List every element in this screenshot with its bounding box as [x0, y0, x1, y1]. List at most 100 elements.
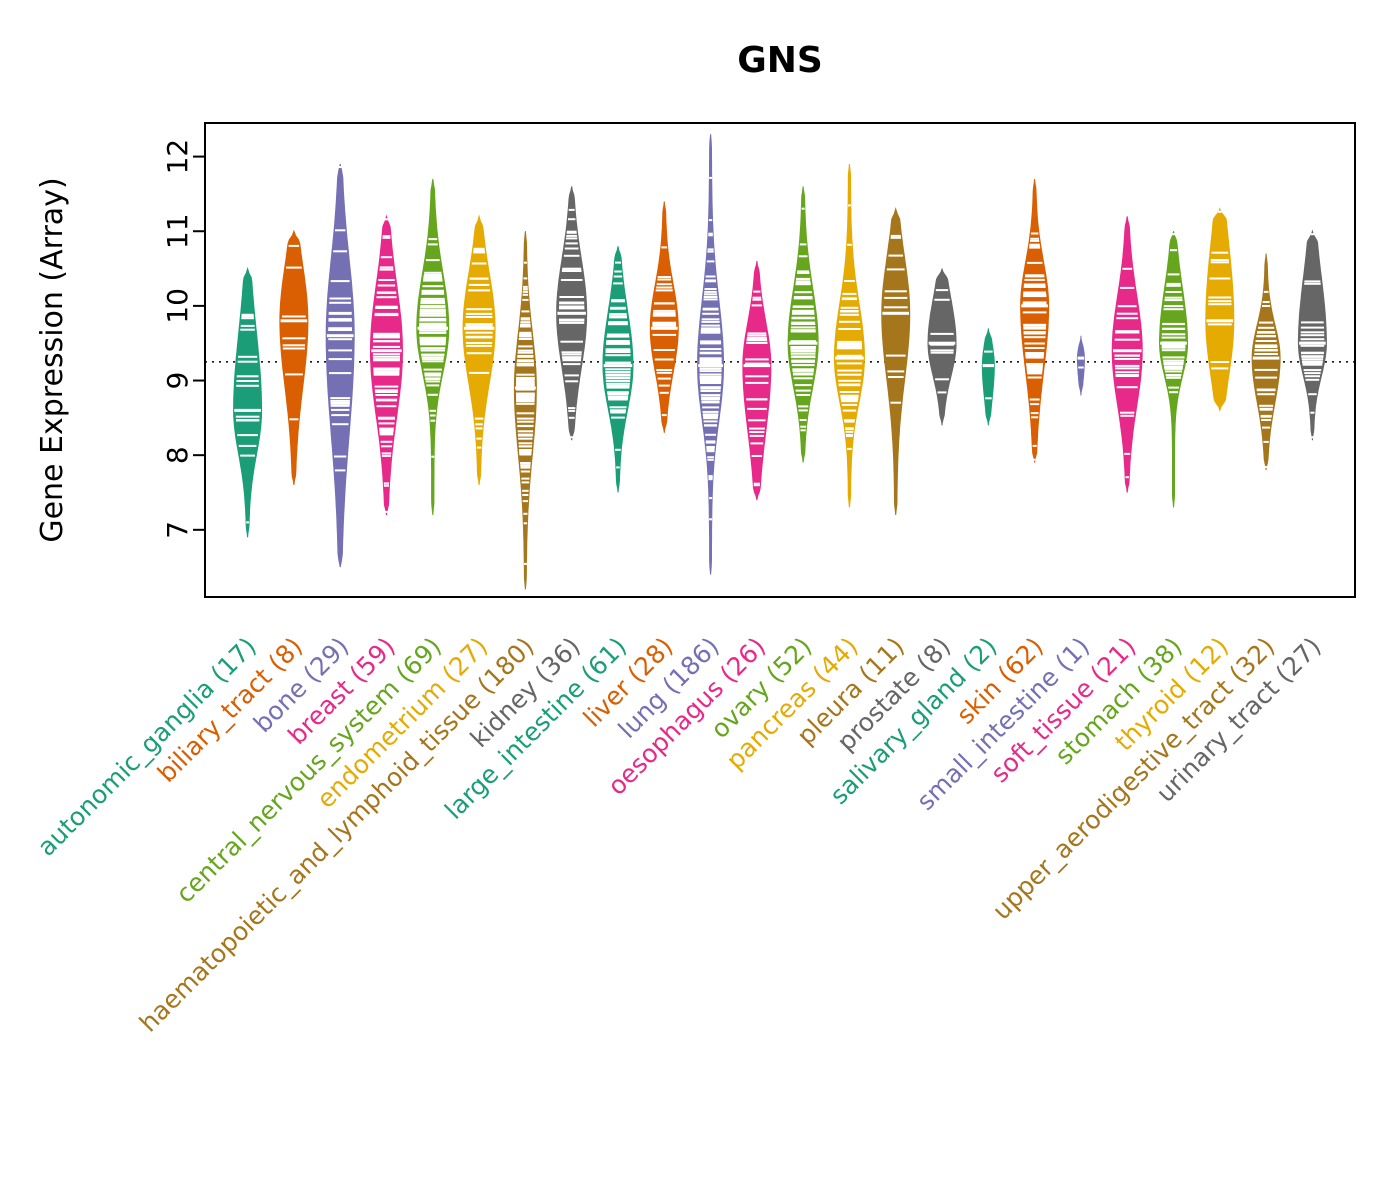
- observation-dash: [930, 349, 954, 352]
- observation-dash: [466, 352, 492, 355]
- observation-dash: [700, 382, 722, 384]
- observation-dash: [516, 381, 535, 384]
- observation-dash: [1166, 282, 1181, 285]
- observation-dash: [607, 333, 629, 336]
- observation-dash: [700, 386, 721, 389]
- observation-dash: [930, 351, 954, 354]
- observation-dash: [1166, 376, 1181, 379]
- observation-dash: [1027, 376, 1042, 379]
- observation-dash: [520, 317, 530, 320]
- observation-dash: [420, 343, 446, 346]
- observation-dash: [1310, 436, 1314, 439]
- observation-dash: [840, 396, 859, 399]
- observation-dash: [238, 355, 258, 358]
- observation-dash: [797, 270, 810, 273]
- observation-dash: [518, 445, 532, 448]
- observation-dash: [419, 329, 447, 332]
- observation-dash: [375, 394, 398, 396]
- observation-dash: [1022, 311, 1047, 314]
- observation-dash: [747, 332, 767, 335]
- observation-dash: [1210, 261, 1229, 264]
- observation-dash: [374, 312, 399, 315]
- observation-dash: [426, 384, 440, 387]
- violin-shape: [1251, 253, 1281, 471]
- observation-dash: [338, 166, 342, 168]
- observation-dash: [1308, 393, 1317, 396]
- observation-dash: [1262, 301, 1270, 303]
- observation-dash: [652, 333, 677, 336]
- violin-shape: [833, 164, 865, 508]
- observation-dash: [836, 354, 863, 357]
- observation-dash: [1161, 344, 1186, 347]
- observation-dash: [518, 338, 532, 340]
- observation-dash: [1163, 305, 1184, 308]
- observation-dash: [282, 347, 305, 350]
- observation-dash: [1208, 296, 1232, 299]
- observation-dash: [328, 338, 353, 341]
- violin-haematopoietic_and_lymphoid_tissue: [513, 231, 537, 590]
- observation-dash: [517, 430, 534, 433]
- violin-shape: [1020, 178, 1050, 463]
- violin-shape: [981, 328, 995, 426]
- observation-dash: [419, 339, 446, 342]
- observation-dash: [1027, 372, 1043, 375]
- observation-dash: [520, 462, 531, 464]
- observation-dash: [1254, 345, 1278, 348]
- observation-dash: [562, 267, 582, 270]
- observation-dash: [522, 293, 529, 296]
- observation-dash: [839, 320, 860, 323]
- violin-salivary_gland: [981, 328, 995, 426]
- median-line: [1299, 341, 1326, 345]
- observation-dash: [568, 407, 576, 410]
- observation-dash: [704, 290, 717, 293]
- observation-dash: [516, 364, 534, 367]
- median-line: [698, 364, 723, 368]
- observation-dash: [708, 476, 713, 479]
- violin-small_intestine: [1076, 335, 1085, 396]
- observation-dash: [656, 369, 673, 371]
- observation-dash: [563, 363, 581, 366]
- violin-soft_tissue: [1111, 216, 1143, 493]
- observation-dash: [1300, 344, 1325, 347]
- observation-dash: [791, 321, 816, 324]
- observation-dash: [1023, 331, 1046, 333]
- observation-dash: [658, 384, 670, 387]
- observation-dash: [523, 285, 528, 288]
- median-line: [326, 334, 354, 338]
- observation-dash: [1120, 286, 1135, 289]
- observation-dash: [659, 391, 669, 394]
- observation-dash: [419, 314, 447, 317]
- observation-dash: [609, 406, 627, 409]
- observation-dash: [1310, 411, 1315, 414]
- observation-dash: [559, 301, 585, 304]
- observation-dash: [334, 469, 346, 472]
- observation-dash: [561, 353, 582, 356]
- observation-dash: [605, 371, 631, 373]
- observation-dash: [791, 364, 815, 367]
- observation-dash: [704, 288, 717, 290]
- observation-dash: [792, 368, 814, 371]
- observation-dash: [1023, 294, 1047, 297]
- observation-dash: [801, 207, 805, 210]
- observation-dash: [800, 429, 806, 432]
- observation-dash: [331, 423, 349, 426]
- observation-dash: [473, 249, 485, 252]
- observation-dash: [791, 317, 815, 320]
- observation-dash: [753, 484, 760, 487]
- observation-dash: [1304, 372, 1321, 375]
- observation-dash: [373, 333, 400, 336]
- median-line: [557, 311, 586, 315]
- observation-dash: [840, 398, 859, 401]
- observation-dash: [1032, 444, 1037, 447]
- observation-dash: [465, 316, 493, 318]
- observation-dash: [836, 346, 862, 349]
- observation-dash: [422, 360, 444, 363]
- observation-dash: [608, 322, 628, 325]
- observation-dash: [329, 297, 351, 300]
- observation-dash: [423, 368, 442, 371]
- observation-dash: [836, 362, 863, 365]
- observation-dash: [516, 384, 535, 387]
- observation-dash: [241, 313, 254, 316]
- observation-dash: [701, 401, 720, 404]
- observation-dash: [1254, 368, 1278, 371]
